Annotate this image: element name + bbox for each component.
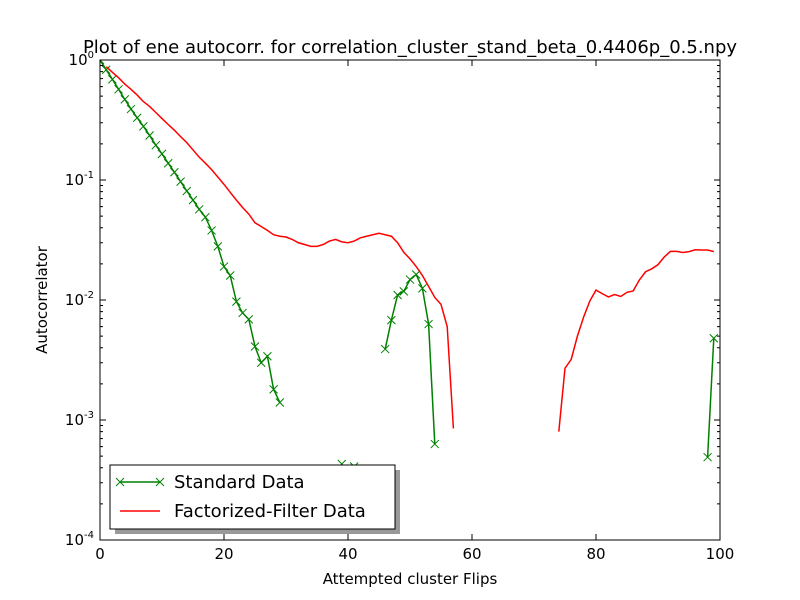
data-point-marker — [387, 315, 396, 325]
data-point-marker — [399, 287, 409, 296]
legend-label: Factorized-Filter Data — [174, 501, 366, 522]
data-point-marker — [182, 186, 192, 196]
series-layer — [100, 60, 719, 471]
data-point-marker — [188, 195, 198, 205]
legend-entry: Standard Data — [115, 472, 305, 493]
y-tick-label: 100 — [69, 50, 94, 69]
legend-marker — [115, 477, 125, 487]
data-point-marker — [225, 271, 235, 280]
x-tick-label: 20 — [214, 545, 233, 563]
y-tick-label: 10-1 — [65, 170, 94, 189]
series-line — [706, 338, 715, 458]
x-tick-label: 80 — [586, 545, 605, 563]
data-point-marker — [139, 121, 148, 131]
series-standard-data — [100, 60, 719, 471]
data-point-marker — [275, 398, 285, 407]
data-point-marker — [709, 333, 719, 343]
data-point-marker — [151, 140, 161, 150]
series-line — [100, 60, 281, 403]
legend-label: Standard Data — [174, 472, 305, 493]
x-tick-label: 40 — [338, 545, 357, 563]
data-point-marker — [100, 60, 105, 65]
data-point-marker — [120, 94, 130, 104]
data-point-marker — [176, 177, 185, 186]
legend-marker — [155, 477, 165, 487]
data-point-marker — [194, 204, 204, 214]
y-tick-label: 10-3 — [65, 410, 94, 429]
chart-title: Plot of ene autocorr. for correlation_cl… — [83, 37, 737, 58]
data-point-marker — [411, 270, 421, 279]
data-point-marker — [219, 262, 229, 271]
data-point-marker — [405, 275, 415, 284]
data-point-marker — [430, 439, 440, 449]
data-point-marker — [418, 284, 427, 293]
data-point-marker — [393, 290, 402, 300]
data-point-marker — [201, 212, 210, 222]
series-line — [105, 66, 455, 429]
data-point-marker — [232, 297, 241, 306]
x-axis-label: Attempted cluster Flips — [323, 570, 498, 588]
data-point-marker — [132, 113, 142, 123]
series-factorized-filter-data — [105, 66, 714, 432]
data-point-marker — [263, 351, 272, 361]
data-point-marker — [108, 74, 117, 84]
legend-box — [109, 464, 396, 530]
data-point-marker — [269, 385, 278, 394]
data-point-marker — [145, 131, 154, 140]
legend: Standard Data Factorized-Filter Data — [109, 464, 400, 534]
data-point-marker — [703, 452, 712, 462]
data-point-marker — [213, 241, 223, 251]
x-tick-label: 100 — [706, 545, 735, 563]
data-point-marker — [157, 149, 167, 159]
data-point-marker — [380, 344, 390, 354]
x-tick-label: 0 — [95, 545, 105, 563]
series-line — [558, 249, 714, 432]
data-point-marker — [250, 342, 260, 351]
data-point-marker — [424, 319, 433, 329]
data-point-marker — [170, 167, 179, 177]
legend-entry: Factorized-Filter Data — [120, 501, 366, 522]
data-point-marker — [114, 84, 123, 94]
y-tick-label: 10-4 — [65, 530, 94, 549]
data-point-marker — [207, 226, 216, 235]
y-axis-label: Autocorrelator — [33, 245, 51, 354]
y-tick-label: 10-2 — [65, 290, 94, 309]
data-point-marker — [163, 158, 173, 168]
x-tick-label: 60 — [462, 545, 481, 563]
data-point-marker — [126, 104, 136, 114]
data-point-marker — [244, 314, 254, 324]
ticks-layer: 0 20 40 60 80 100 100 10-1 10-2 10-3 10-4 — [65, 50, 734, 563]
data-point-marker — [101, 65, 111, 75]
series-line — [384, 273, 436, 445]
